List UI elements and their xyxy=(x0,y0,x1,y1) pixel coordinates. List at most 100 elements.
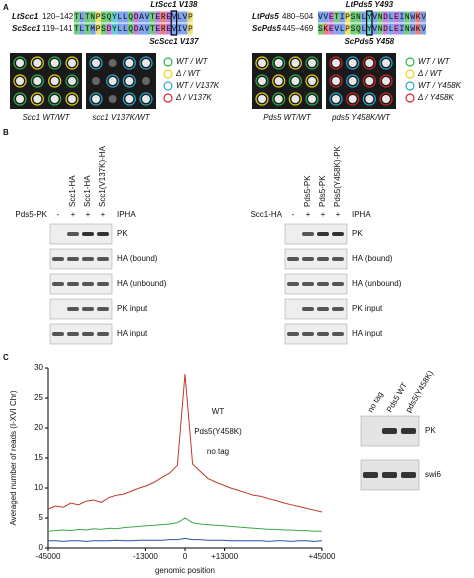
colony xyxy=(68,59,76,67)
residue-bg xyxy=(382,11,389,23)
colony xyxy=(16,95,24,103)
residue-bg xyxy=(74,11,80,23)
blot xyxy=(284,248,348,270)
residue-bg xyxy=(111,23,118,35)
residue-bg xyxy=(409,23,416,35)
residue-bg xyxy=(393,11,399,23)
colony-ring xyxy=(329,92,343,106)
colony-ring xyxy=(65,74,79,88)
residue-bg xyxy=(182,11,188,23)
residue-bg xyxy=(350,11,356,23)
band xyxy=(97,232,109,236)
colony xyxy=(92,95,100,103)
band xyxy=(82,232,94,236)
colony-ring xyxy=(89,92,103,106)
residue-bg xyxy=(393,23,399,35)
colony-ring xyxy=(362,92,376,106)
colony-ring xyxy=(329,56,343,70)
y-tick-label: 15 xyxy=(34,453,43,462)
protein-name: LtScc1 xyxy=(12,12,39,21)
legend-entry: WT xyxy=(212,407,225,416)
series-line xyxy=(47,373,323,513)
colony-ring xyxy=(13,56,27,70)
residue-bg xyxy=(138,11,145,23)
residue-bg xyxy=(101,11,107,23)
colony-ring xyxy=(30,92,44,106)
colony-ring xyxy=(362,74,376,88)
lane-sign: + xyxy=(86,210,91,219)
legend-ring xyxy=(163,57,173,67)
legend-text: Δ / V137K xyxy=(175,93,212,102)
residue-bg xyxy=(84,23,91,35)
residue-bg xyxy=(90,11,96,23)
panel-label: A xyxy=(3,3,9,12)
residue-range: 480–504 xyxy=(282,12,314,21)
colony-ring xyxy=(272,74,286,88)
residue-bg xyxy=(377,11,383,23)
residue-bg xyxy=(420,23,426,35)
colony xyxy=(142,77,150,85)
colony xyxy=(125,77,134,85)
residue-bg xyxy=(345,11,351,23)
colony xyxy=(308,59,316,67)
residue-marker: LtPds5 Y493 xyxy=(346,0,394,9)
colony-ring xyxy=(139,56,153,70)
blot xyxy=(284,223,348,245)
lane-label: pds5(Y458K) xyxy=(404,369,435,414)
legend-ring xyxy=(163,81,173,91)
band xyxy=(401,472,416,478)
residue-bg xyxy=(155,23,161,35)
residue-bg xyxy=(138,23,145,35)
residue-bg xyxy=(79,11,85,23)
band xyxy=(302,257,314,261)
colony xyxy=(382,95,390,103)
colony xyxy=(68,77,76,85)
lane-sign: - xyxy=(292,210,295,219)
colony xyxy=(365,95,374,103)
blot-label: HA input xyxy=(352,329,383,338)
band xyxy=(52,282,64,286)
band xyxy=(332,307,344,311)
residue-bg xyxy=(90,23,96,35)
colony xyxy=(33,77,42,85)
colony xyxy=(365,59,374,67)
blot-label: PK input xyxy=(352,304,383,313)
residue-bg xyxy=(187,23,193,35)
band xyxy=(52,332,64,336)
colony xyxy=(274,77,283,85)
residue-bg xyxy=(372,11,378,23)
band xyxy=(82,282,94,286)
x-tick-label: 0 xyxy=(183,552,188,561)
lane-label: no tag xyxy=(366,390,385,414)
band xyxy=(67,307,79,311)
colony xyxy=(382,77,390,85)
band xyxy=(97,257,109,261)
x-tick-label: -13000 xyxy=(133,552,158,561)
y-tick-label: 25 xyxy=(34,393,43,402)
colony-ring xyxy=(30,74,44,88)
colony xyxy=(108,95,117,103)
residue-bg xyxy=(334,11,340,23)
colony xyxy=(108,59,117,67)
colony xyxy=(142,59,150,67)
band xyxy=(317,232,329,236)
lane-sign: + xyxy=(306,210,311,219)
residue-bg xyxy=(339,23,345,35)
lane-sign: + xyxy=(71,210,76,219)
residue-bg xyxy=(372,23,378,35)
colony xyxy=(92,77,100,85)
residue-bg xyxy=(382,23,389,35)
colony-ring xyxy=(305,56,319,70)
band xyxy=(302,232,314,236)
colony xyxy=(274,59,283,67)
band xyxy=(401,428,416,434)
colony-ring xyxy=(255,56,269,70)
colony-ring xyxy=(13,92,27,106)
blot-label: PK xyxy=(425,426,436,435)
colony-ring xyxy=(122,74,136,88)
y-tick-label: 10 xyxy=(34,483,43,492)
blot xyxy=(49,298,113,320)
highlight-box xyxy=(170,10,178,36)
colony xyxy=(258,77,266,85)
